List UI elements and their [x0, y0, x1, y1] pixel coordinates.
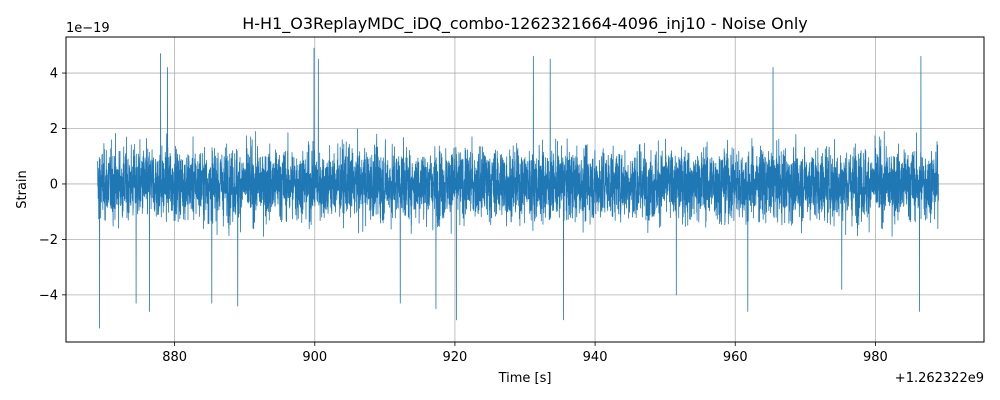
x-offset-label: +1.262322e9 — [895, 371, 984, 386]
y-tick-label: −2 — [39, 233, 58, 248]
y-tick-label: −4 — [39, 288, 58, 303]
x-tick-label: 900 — [302, 350, 327, 365]
strain-series-line — [97, 47, 939, 329]
x-tick-label: 920 — [443, 350, 468, 365]
y-tick-label: 4 — [50, 67, 58, 82]
x-axis-ticks: 880 900 920 940 960 980 — [162, 342, 888, 365]
x-tick-label: 940 — [583, 350, 608, 365]
x-tick-label: 960 — [723, 350, 748, 365]
y-axis-ticks: −4 −2 0 2 4 — [39, 67, 66, 303]
x-tick-label: 980 — [863, 350, 888, 365]
plot-frame — [65, 36, 985, 343]
y-tick-label: 2 — [50, 122, 58, 137]
x-axis-label: Time [s] — [498, 371, 552, 386]
chart-title: H-H1_O3ReplayMDC_iDQ_combo-1262321664-40… — [242, 14, 808, 34]
x-tick-label: 880 — [162, 350, 187, 365]
y-exponent-label: 1e−19 — [66, 21, 110, 36]
y-tick-label: 0 — [50, 177, 58, 192]
y-axis-label: Strain — [15, 170, 30, 209]
